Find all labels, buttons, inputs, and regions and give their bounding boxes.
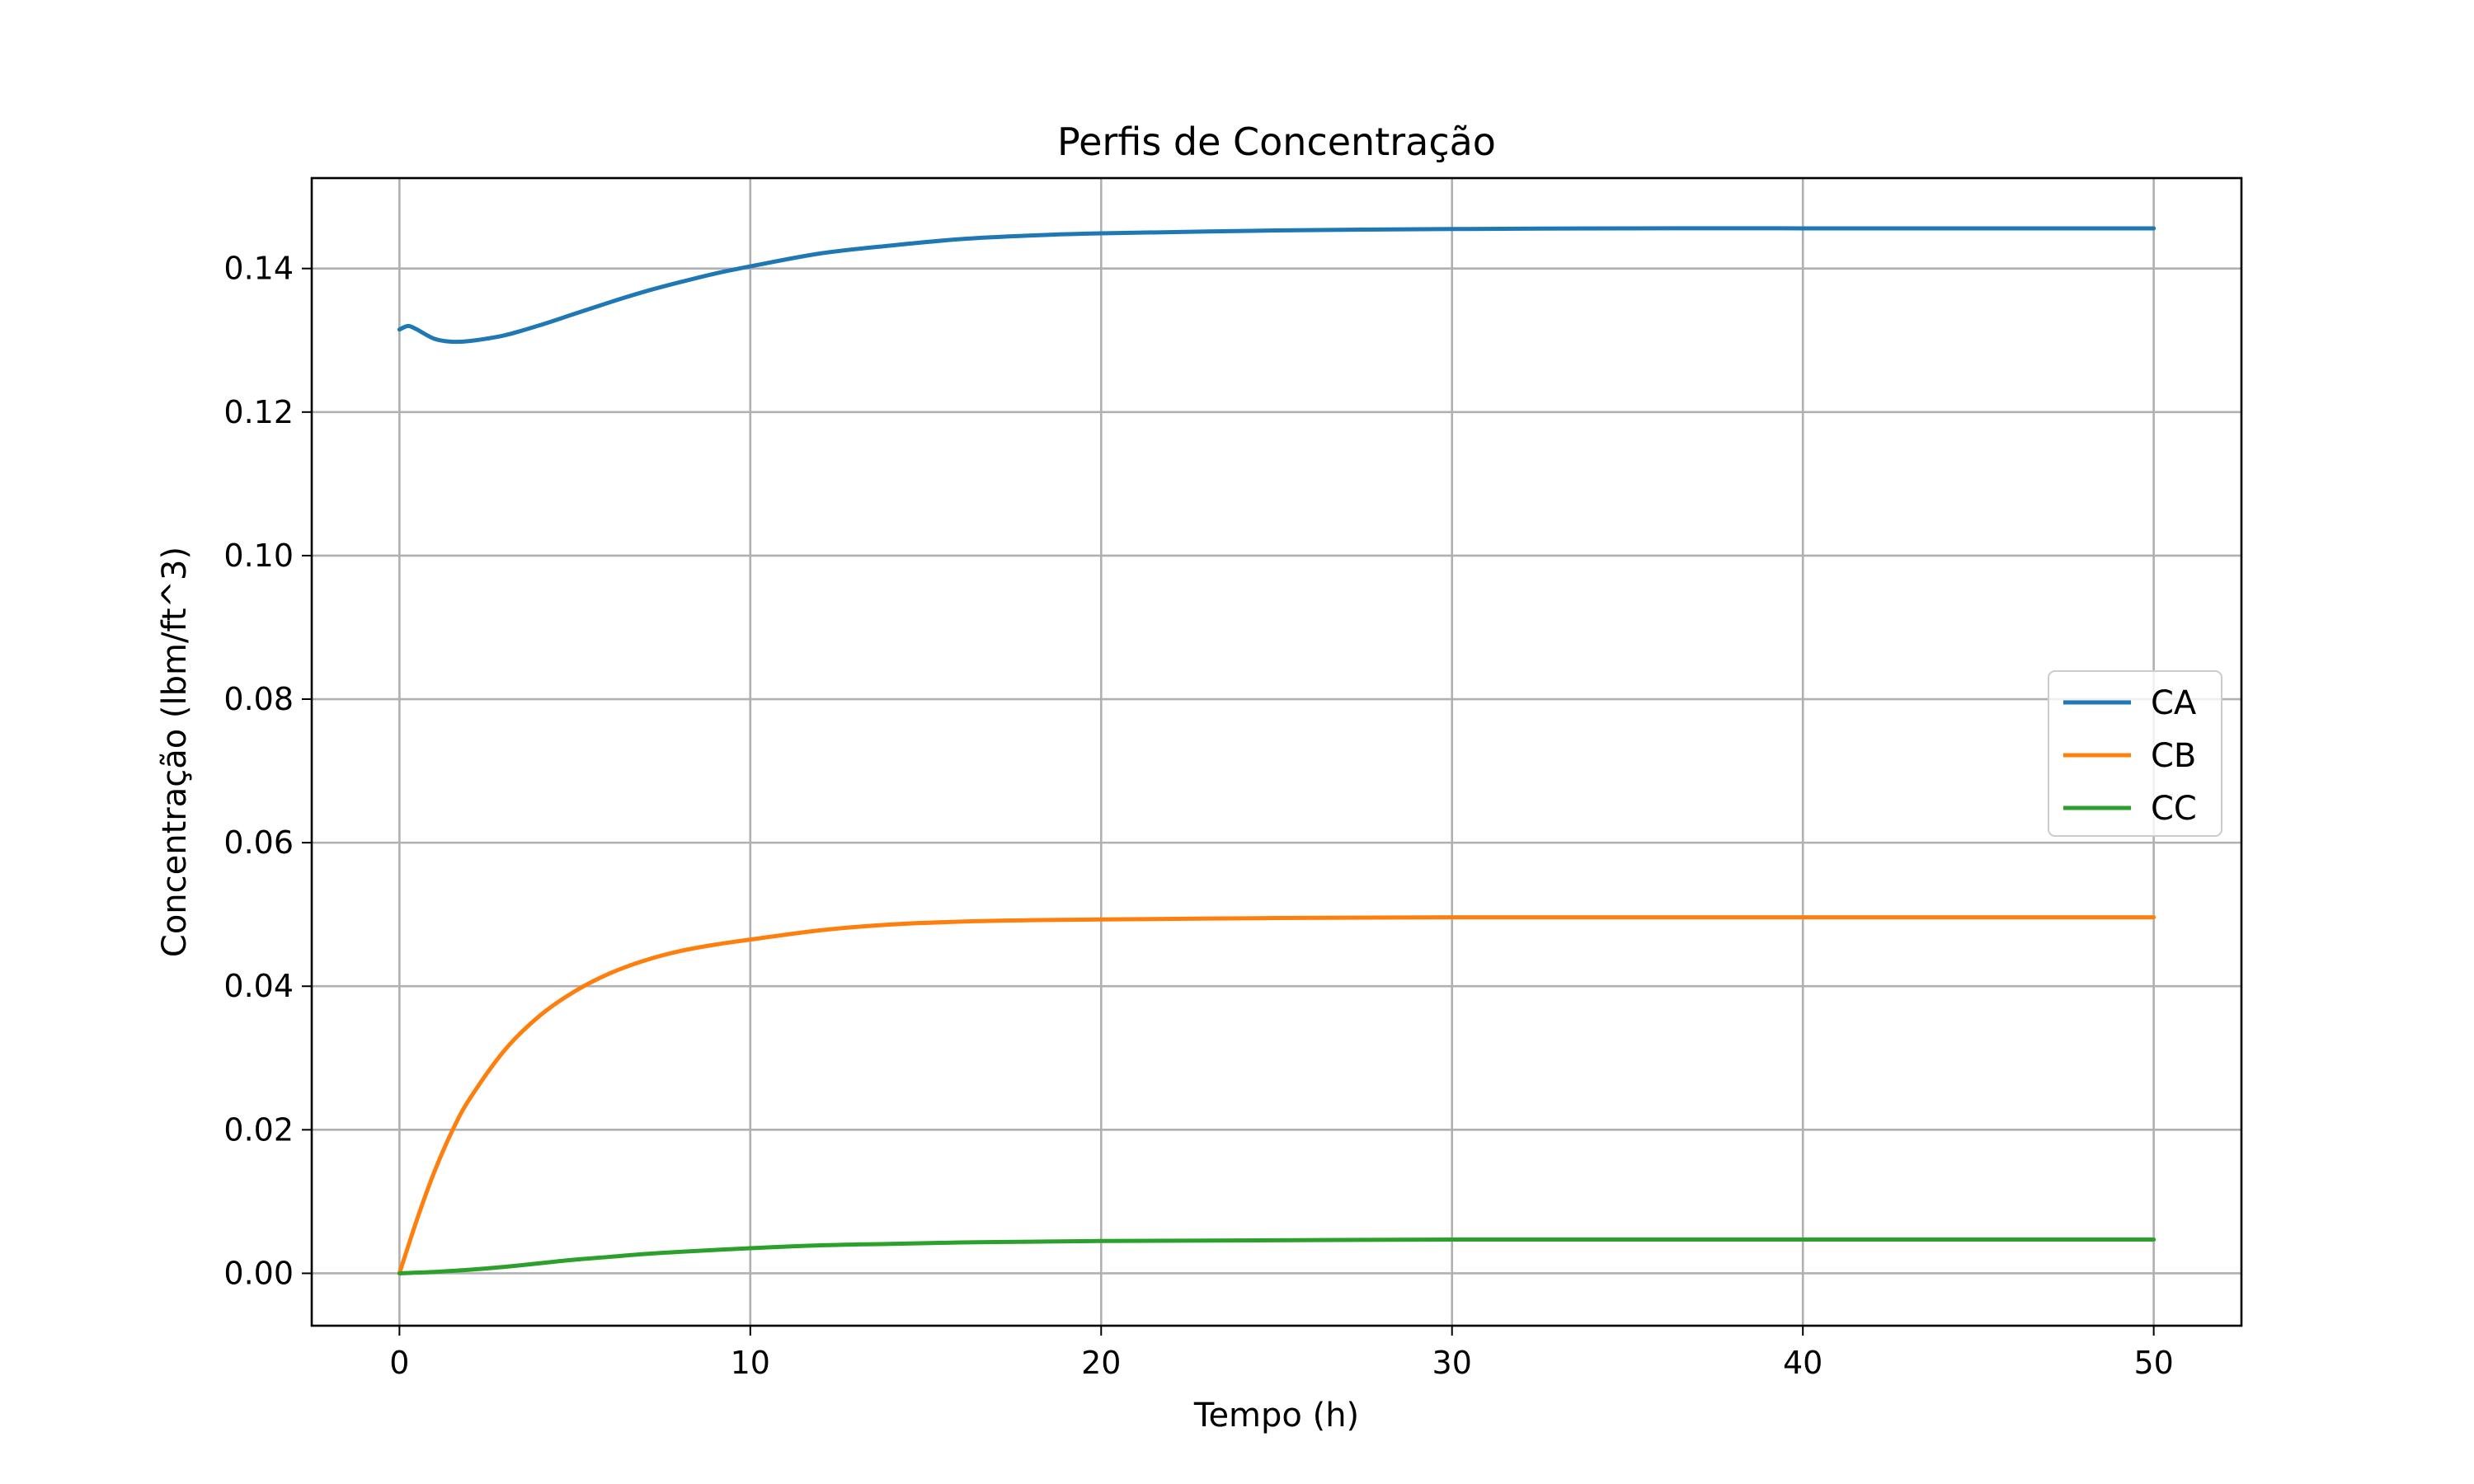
y-tick-label: 0.00	[223, 1255, 294, 1291]
x-tick-label: 30	[1432, 1345, 1472, 1381]
y-tick-label: 0.10	[223, 538, 294, 574]
series-line-cc	[397, 1237, 2157, 1275]
x-tick-label: 0	[389, 1345, 409, 1381]
x-tick-label: 40	[1783, 1345, 1823, 1381]
x-tick-label: 50	[2133, 1345, 2173, 1381]
legend-label-ca: CA	[2151, 684, 2197, 722]
y-tick-label: 0.04	[223, 968, 294, 1004]
series-line-cb	[397, 915, 2157, 1275]
y-tick-label: 0.08	[223, 681, 294, 717]
legend-label-cb: CB	[2151, 737, 2196, 775]
x-axis-ticks: 0 10 20 30 40 50	[389, 1326, 2174, 1381]
y-tick-label: 0.06	[223, 824, 294, 861]
series-line-ca	[397, 226, 2157, 345]
y-tick-label: 0.02	[223, 1111, 294, 1148]
y-tick-label: 0.14	[223, 251, 294, 287]
x-tick-label: 20	[1081, 1345, 1121, 1381]
axes-frame	[310, 176, 2243, 1327]
y-tick-label: 0.12	[223, 394, 294, 430]
x-axis-label: Tempo (h)	[1193, 1397, 1359, 1435]
legend-label-cc: CC	[2151, 790, 2197, 828]
legend-box	[2048, 670, 2222, 837]
grid	[312, 178, 2241, 1326]
y-axis-label: Concentração (lbm/ft^3)	[156, 547, 194, 957]
y-axis-ticks: 0.00 0.02 0.04 0.06 0.08 0.10 0.12 0.14	[223, 251, 312, 1291]
x-tick-label: 10	[731, 1345, 770, 1381]
legend: CA CB CC	[2048, 670, 2222, 837]
plot-series	[397, 226, 2157, 1275]
chart-title: Perfis de Concentração	[1057, 120, 1496, 164]
